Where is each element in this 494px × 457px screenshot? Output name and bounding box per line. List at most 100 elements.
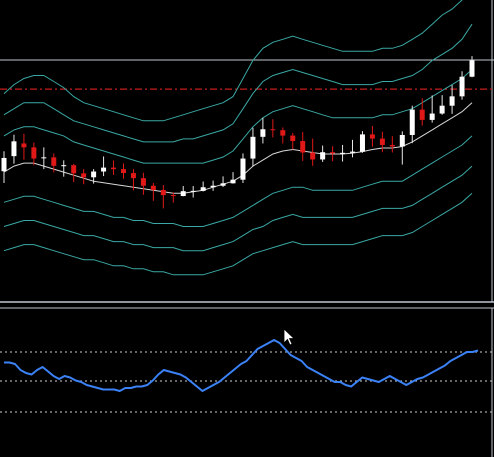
candle [111, 160, 117, 175]
moving-average-line [3, 102, 473, 194]
candle [399, 131, 405, 165]
candle-body [409, 109, 415, 135]
candle [41, 147, 47, 170]
candle [21, 133, 27, 160]
candle [340, 144, 346, 162]
candle [120, 163, 126, 179]
candle [449, 85, 455, 114]
candle [31, 142, 37, 166]
candle-body [350, 151, 356, 153]
candle [140, 172, 146, 195]
candle-body [449, 96, 455, 106]
candle-body [240, 158, 246, 180]
candle-body [150, 185, 156, 190]
candle-body [91, 171, 97, 178]
candle-body [300, 141, 306, 153]
candle-body [210, 185, 216, 188]
band-mid-lower [3, 165, 473, 252]
candle-body [200, 187, 206, 191]
candle-body [190, 190, 196, 192]
candle [439, 95, 445, 115]
candle-body [439, 105, 445, 114]
candle-body [21, 143, 27, 148]
candle [190, 186, 196, 198]
candle [240, 153, 246, 184]
candle-body [120, 169, 126, 174]
candle [369, 125, 375, 147]
candle [101, 156, 107, 177]
candle [210, 180, 216, 191]
candle-body [130, 173, 136, 179]
candle-body [31, 147, 37, 159]
candle-body [51, 157, 57, 166]
candle [250, 127, 256, 167]
candle [150, 183, 156, 201]
candle [310, 138, 316, 166]
oscillator-line [4, 339, 479, 392]
candle-body [11, 141, 17, 157]
candle-body [270, 129, 276, 131]
candle [350, 139, 356, 158]
band-inner-lower [3, 135, 473, 227]
candle-body [330, 152, 336, 154]
candle-body [160, 189, 166, 196]
band-outer-upper [3, 0, 463, 122]
candle [469, 56, 475, 78]
candle [260, 117, 266, 144]
candle [320, 145, 326, 162]
candle [170, 192, 176, 203]
candle [130, 169, 136, 191]
candle [230, 172, 236, 184]
candle [379, 131, 385, 153]
candle-body [1, 157, 7, 172]
candle [220, 176, 226, 187]
price-pane[interactable] [0, 0, 494, 303]
candle-body [61, 165, 67, 167]
oscillator-pane[interactable] [0, 307, 494, 457]
candle [200, 181, 206, 192]
candle-body [280, 130, 286, 136]
band-inner-upper [3, 69, 473, 164]
candle [51, 153, 57, 173]
candle-body [359, 134, 365, 152]
candle-body [170, 195, 176, 197]
candle-body [459, 76, 465, 97]
candle [389, 136, 395, 153]
candle [11, 134, 17, 164]
candle [180, 186, 186, 197]
candle-body [419, 109, 425, 120]
band-mid-upper [3, 23, 473, 143]
candle [81, 169, 87, 185]
candle [419, 98, 425, 126]
candle [61, 160, 67, 177]
candle-body [71, 165, 77, 174]
candle-body [310, 152, 316, 160]
candle-body [220, 183, 226, 186]
candle-body [290, 135, 296, 142]
candle-body [250, 136, 256, 159]
mouse-pointer-icon [283, 328, 295, 346]
candle-body [230, 179, 236, 184]
candle-body [340, 152, 346, 154]
candle-body [101, 167, 107, 172]
candle [280, 127, 286, 144]
candle [71, 163, 77, 183]
candle [409, 105, 415, 144]
candle [330, 146, 336, 162]
candle [459, 71, 465, 100]
candle-body [389, 144, 395, 147]
candle [160, 185, 166, 209]
candle-body [429, 113, 435, 120]
candle-body [41, 157, 47, 159]
candle-body [369, 134, 375, 139]
candle [270, 119, 276, 138]
band-outer-lower [3, 192, 473, 276]
candle-body [180, 191, 186, 196]
candle-body [260, 129, 266, 137]
candle-body [469, 60, 475, 77]
candle-body [111, 167, 117, 170]
candle-body [399, 134, 405, 147]
candle-body [140, 178, 146, 186]
